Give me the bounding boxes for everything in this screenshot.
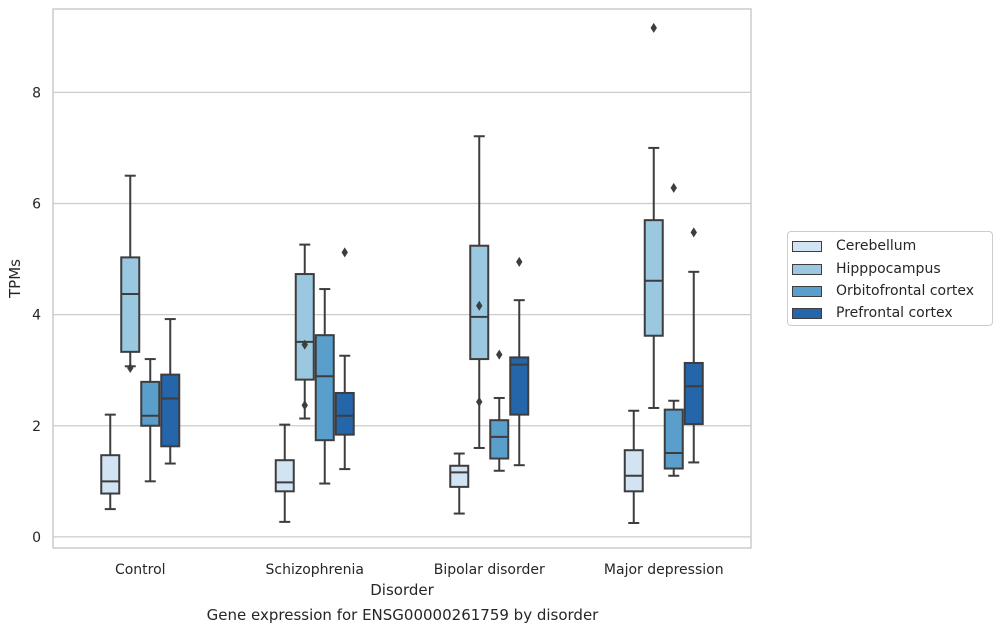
box-orbitofrontal-cortex-schizophrenia xyxy=(314,334,335,442)
box-orbitofrontal-cortex-control xyxy=(140,380,161,427)
outlier-hipppocampus-major-depression xyxy=(650,22,657,33)
y-tick-label: 4 xyxy=(32,308,41,324)
box-prefrontal-cortex-schizophrenia xyxy=(334,391,355,436)
outlier-hipppocampus-schizophrenia xyxy=(301,339,308,350)
outlier-hipppocampus-control xyxy=(127,362,134,373)
y-tick-label: 8 xyxy=(32,85,41,101)
legend-item-orbitofrontal: Orbitofrontal cortex xyxy=(788,281,974,301)
legend-swatch-prefrontal xyxy=(792,307,822,319)
outlier-hipppocampus-bipolar-disorder xyxy=(476,300,483,311)
outlier-orbitofrontal-cortex-bipolar-disorder xyxy=(496,349,503,360)
y-axis-label: TPMs xyxy=(6,259,24,299)
legend-label-prefrontal: Prefrontal cortex xyxy=(836,305,953,321)
x-tick-label-control: Control xyxy=(115,562,166,578)
box-hipppocampus-schizophrenia xyxy=(294,273,315,381)
box-hipppocampus-control xyxy=(120,256,141,353)
outlier-prefrontal-cortex-major-depression xyxy=(690,227,697,238)
legend-swatch-orbitofrontal xyxy=(792,285,822,297)
box-hipppocampus-major-depression xyxy=(643,219,664,337)
outlier-hipppocampus-bipolar-disorder xyxy=(476,396,483,407)
box-prefrontal-cortex-major-depression xyxy=(683,361,704,426)
y-tick-label: 2 xyxy=(32,419,41,435)
legend: Cerebellum Hipppocampus Orbitofrontal co… xyxy=(787,231,993,326)
x-tick-label-bipolar-disorder: Bipolar disorder xyxy=(434,562,545,578)
box-orbitofrontal-cortex-bipolar-disorder xyxy=(489,419,510,460)
box-cerebellum-major-depression xyxy=(623,449,644,493)
box-cerebellum-bipolar-disorder xyxy=(449,464,470,488)
box-prefrontal-cortex-bipolar-disorder xyxy=(509,356,530,416)
outlier-orbitofrontal-cortex-major-depression xyxy=(670,182,677,193)
outlier-prefrontal-cortex-schizophrenia xyxy=(341,247,348,258)
legend-swatch-hippocampus xyxy=(792,263,822,275)
legend-item-cerebellum: Cerebellum xyxy=(788,236,916,256)
y-tick-label: 0 xyxy=(32,530,41,546)
legend-item-hippocampus: Hipppocampus xyxy=(788,259,941,279)
box-cerebellum-control xyxy=(100,454,121,495)
legend-swatch-cerebellum xyxy=(792,240,822,252)
box-prefrontal-cortex-control xyxy=(160,373,181,448)
x-tick-label-schizophrenia: Schizophrenia xyxy=(266,562,364,578)
box-cerebellum-schizophrenia xyxy=(274,459,295,493)
legend-label-orbitofrontal: Orbitofrontal cortex xyxy=(836,283,974,299)
outlier-hipppocampus-schizophrenia xyxy=(301,400,308,411)
y-tick-label: 6 xyxy=(32,196,41,212)
x-axis-label: Disorder xyxy=(370,581,434,599)
box-orbitofrontal-cortex-major-depression xyxy=(663,408,684,470)
outlier-prefrontal-cortex-bipolar-disorder xyxy=(516,256,523,267)
plot-frame xyxy=(52,8,752,549)
figure-caption: Gene expression for ENSG00000261759 by d… xyxy=(206,606,599,624)
x-tick-label-major-depression: Major depression xyxy=(604,562,724,578)
legend-label-cerebellum: Cerebellum xyxy=(836,238,917,254)
legend-item-prefrontal: Prefrontal cortex xyxy=(788,303,953,323)
legend-label-hippocampus: Hipppocampus xyxy=(836,261,941,277)
